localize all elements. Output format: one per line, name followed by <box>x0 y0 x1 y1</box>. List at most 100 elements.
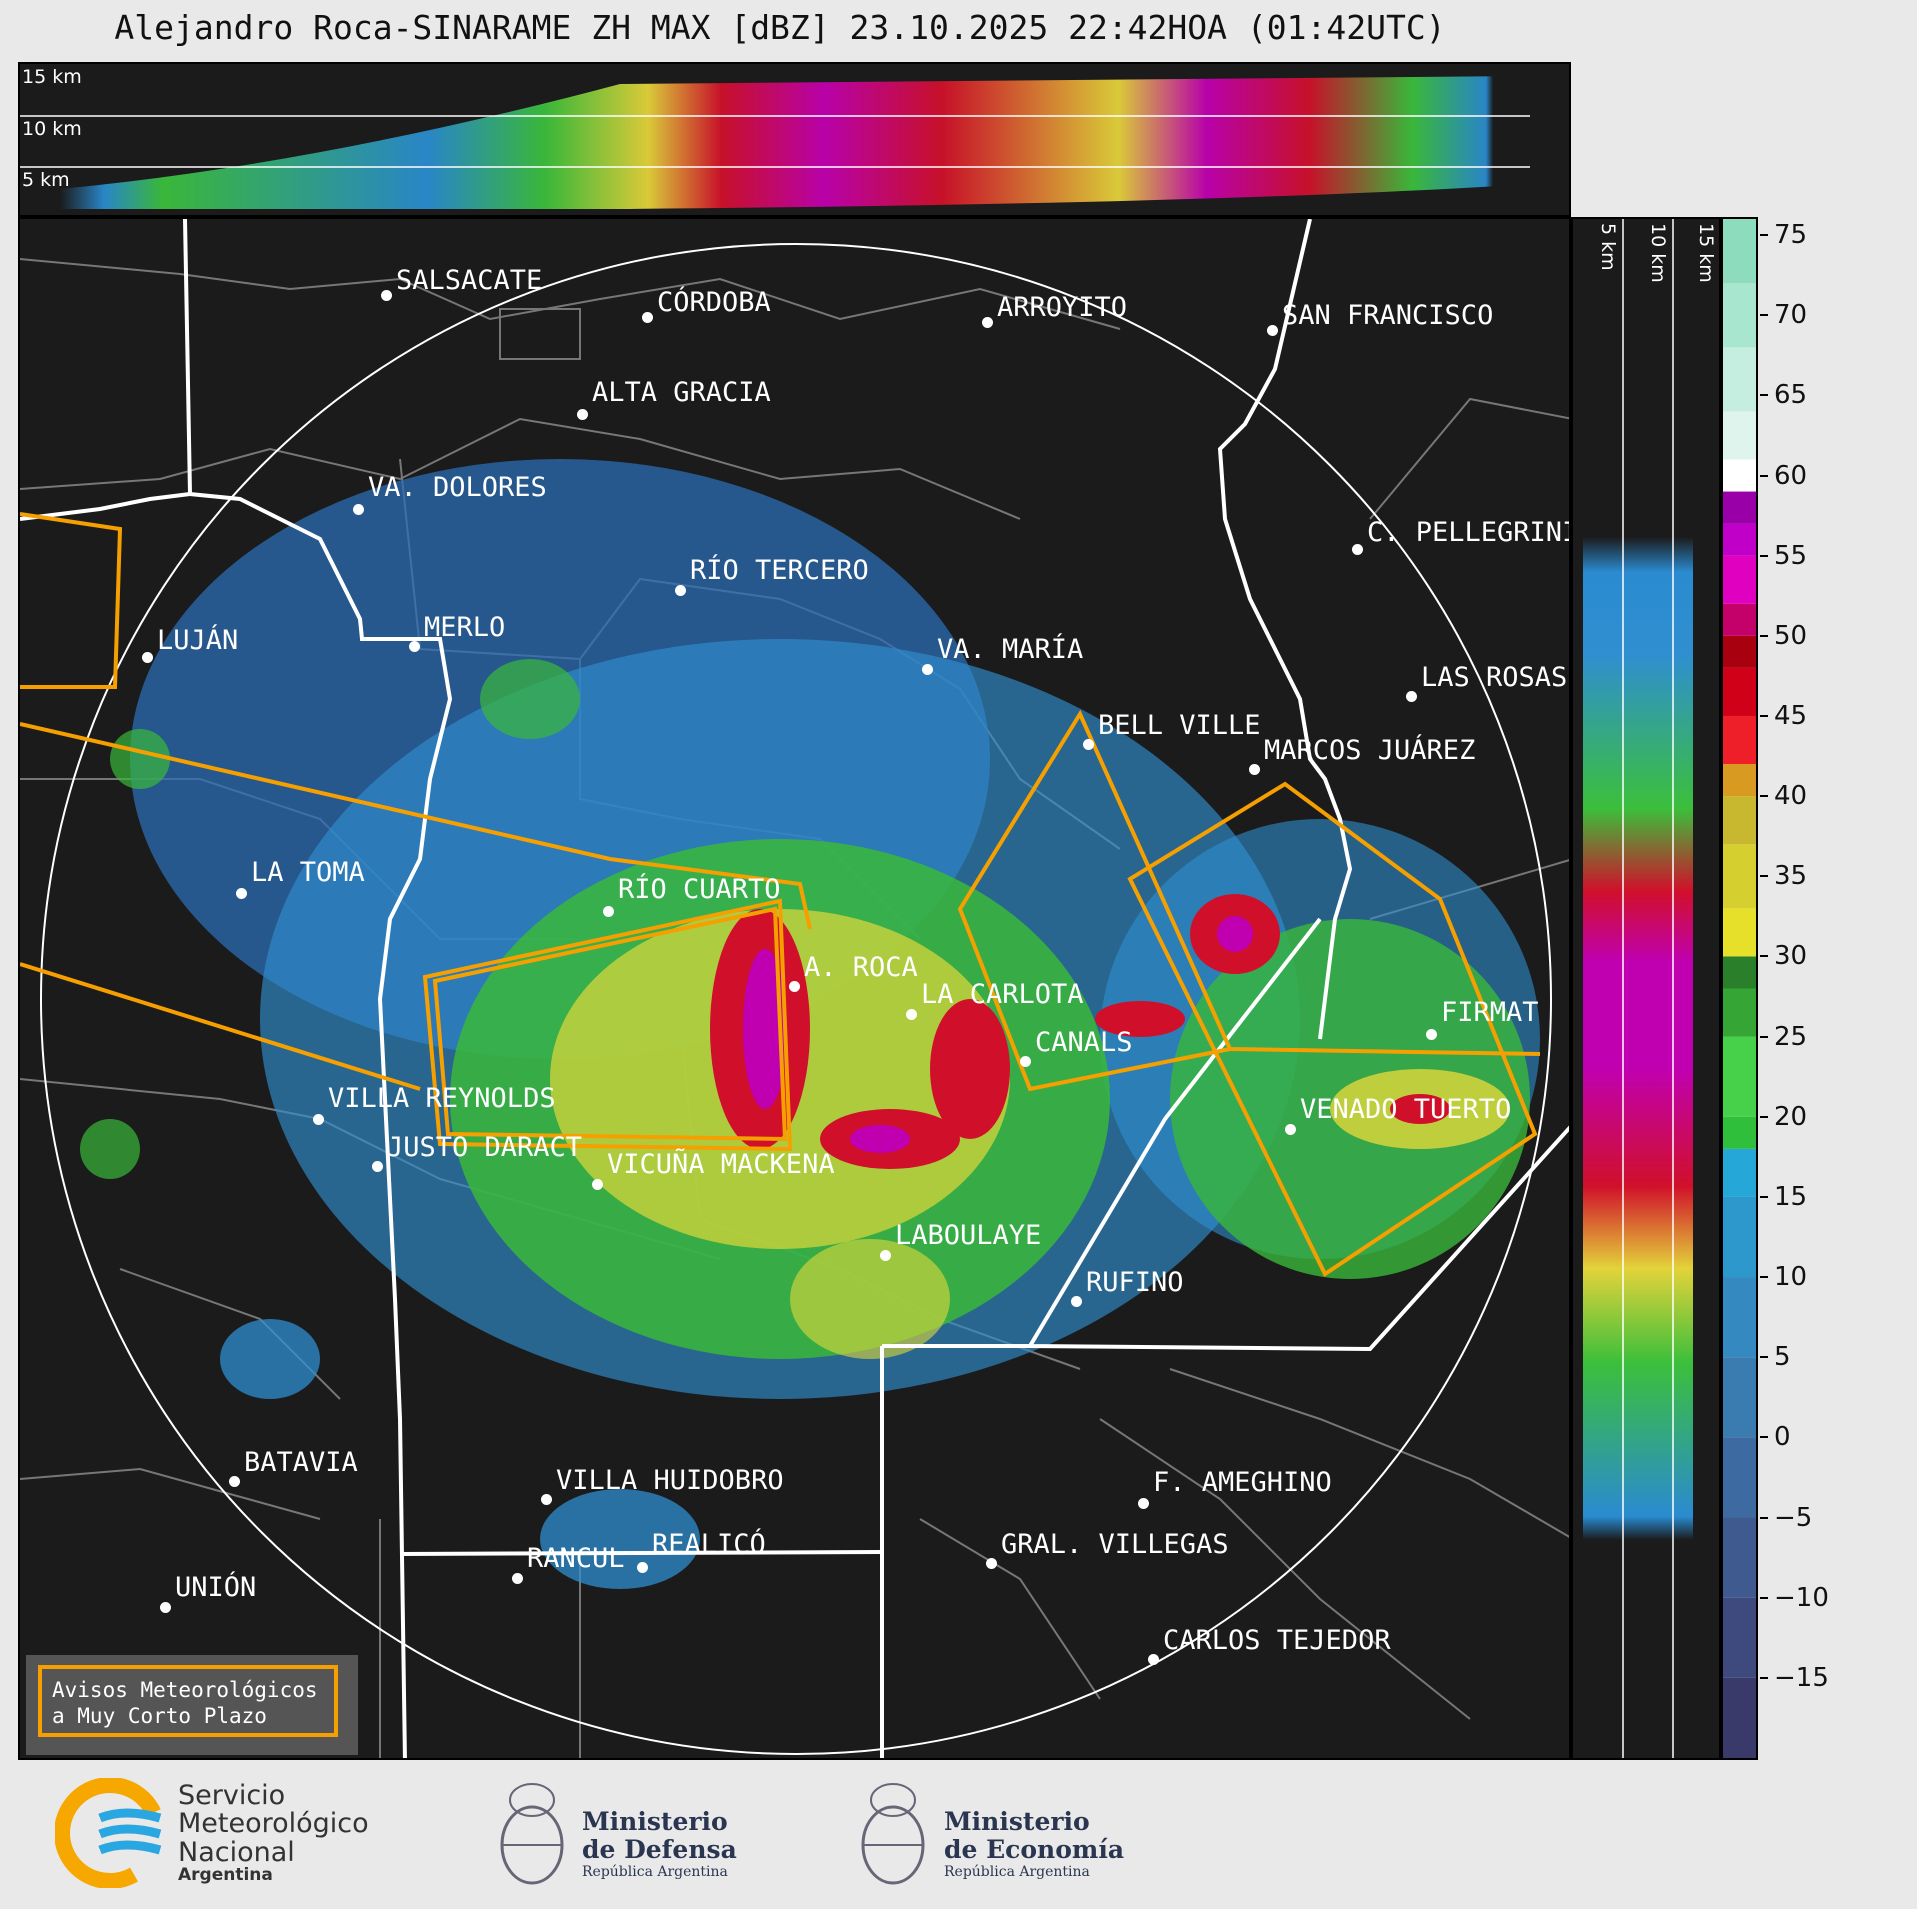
radar-range-ring <box>40 243 1552 1755</box>
colorbar-segment <box>1723 715 1756 765</box>
city-dot <box>592 1179 603 1190</box>
city-label: CÓRDOBA <box>657 287 771 318</box>
height-label-10km: 10 km <box>22 118 82 140</box>
colorbar-segment <box>1723 956 1756 989</box>
city-dot <box>1285 1124 1296 1135</box>
city-dot <box>1249 764 1260 775</box>
city-dot <box>541 1494 552 1505</box>
colorbar-tick-label: 10 <box>1774 1262 1808 1293</box>
colorbar-segment <box>1723 764 1756 797</box>
colorbar-tick-mark <box>1760 1195 1768 1198</box>
city-label: LABOULAYE <box>895 1220 1042 1251</box>
city-dot <box>1071 1296 1082 1307</box>
colorbar-tick-label: 65 <box>1774 380 1808 411</box>
colorbar-tick-mark <box>1760 234 1768 237</box>
colorbar-tick-label: 50 <box>1774 620 1808 651</box>
colorbar-tick-mark <box>1760 1516 1768 1519</box>
colorbar-tick-label: 55 <box>1774 540 1808 571</box>
economia-line-3: República Argentina <box>944 1864 1090 1880</box>
colorbar-tick-label: 5 <box>1774 1342 1791 1373</box>
smn-logo-icon <box>55 1778 166 1888</box>
city-label: LA CARLOTA <box>921 979 1084 1010</box>
city-dot <box>313 1114 324 1125</box>
city-dot <box>789 981 800 992</box>
city-dot <box>642 312 653 323</box>
city-dot <box>409 641 420 652</box>
city-dot <box>512 1573 523 1584</box>
colorbar-tick-mark <box>1760 314 1768 317</box>
colorbar-tick-mark <box>1760 1356 1768 1359</box>
legend-line-1: Avisos Meteorológicos <box>52 1678 318 1702</box>
colorbar-tick-mark <box>1760 714 1768 717</box>
radar-echoes <box>80 459 1540 1589</box>
city-label: CARLOS TEJEDOR <box>1163 1625 1391 1656</box>
defensa-line-3: República Argentina <box>582 1864 728 1880</box>
colorbar-tick-label: 30 <box>1774 941 1808 972</box>
city-dot <box>229 1476 240 1487</box>
colorbar-segment <box>1723 1196 1756 1278</box>
city-label: VA. MARÍA <box>937 634 1084 665</box>
city-dot <box>982 317 993 328</box>
colorbar-segment <box>1723 1036 1756 1117</box>
city-dot <box>236 888 247 899</box>
city-label: FIRMAT <box>1441 997 1539 1028</box>
side-cross-section-panel: 5 km 10 km 15 km <box>1571 217 1721 1760</box>
city-label: ARROYITO <box>997 292 1128 323</box>
defensa-wordmark: Ministerio de Defensa República Argentin… <box>582 1808 737 1881</box>
height-label-15km: 15 km <box>22 66 82 88</box>
city-label: RANCUL <box>527 1543 625 1574</box>
dbz-colorbar <box>1721 217 1758 1760</box>
legend-line-2: a Muy Corto Plazo <box>52 1704 267 1729</box>
smn-line-2: Meteorológico <box>178 1808 369 1840</box>
city-dot <box>986 1558 997 1569</box>
smn-line-3: Nacional <box>178 1836 295 1868</box>
city-dot <box>880 1250 891 1261</box>
colorbar-segment <box>1723 1597 1756 1678</box>
colorbar-segment <box>1723 1677 1756 1758</box>
colorbar-segment <box>1723 219 1756 284</box>
city-label: GRAL. VILLEGAS <box>1001 1529 1229 1560</box>
city-dot <box>577 409 588 420</box>
colorbar-tick-label: 0 <box>1774 1422 1791 1453</box>
city-label: BATAVIA <box>244 1447 358 1478</box>
city-dot <box>675 585 686 596</box>
colorbar-segment <box>1723 283 1756 348</box>
colorbar-segment <box>1723 635 1756 668</box>
city-label: RÍO TERCERO <box>690 555 869 586</box>
colorbar-segment <box>1723 844 1756 909</box>
city-dot <box>353 504 364 515</box>
city-dot <box>1426 1029 1437 1040</box>
radar-title: Alejandro Roca-SINARAME ZH MAX [dBZ] 23.… <box>114 8 1446 47</box>
colorbar-segment <box>1723 1437 1756 1518</box>
city-label: REALICÓ <box>652 1529 766 1560</box>
colorbar-segment <box>1723 459 1756 492</box>
city-label: VILLA REYNOLDS <box>328 1083 556 1114</box>
top-cross-section-panel: 15 km 10 km 5 km <box>18 62 1571 217</box>
defensa-coat-of-arms-icon <box>500 1783 564 1885</box>
colorbar-tick-mark <box>1760 955 1768 958</box>
warning-legend-frame: Avisos Meteorológicos a Muy Corto Plazo <box>38 1665 338 1737</box>
colorbar-tick-label: −5 <box>1774 1502 1813 1533</box>
city-dot <box>1406 691 1417 702</box>
economia-wordmark: Ministerio de Economía República Argenti… <box>944 1808 1124 1881</box>
city-dot <box>922 664 933 675</box>
city-dot <box>1267 325 1278 336</box>
city-label: MARCOS JUÁREZ <box>1264 735 1476 766</box>
footer: Servicio Meteorológico Nacional Argentin… <box>0 1760 1917 1909</box>
city-dot <box>1020 1056 1031 1067</box>
city-label: ALTA GRACIA <box>592 377 771 408</box>
city-label: VENADO TUERTO <box>1300 1094 1512 1125</box>
city-label: F. AMEGHINO <box>1153 1467 1332 1498</box>
colorbar-tick-mark <box>1760 795 1768 798</box>
colorbar-segment <box>1723 603 1756 636</box>
colorbar-segment <box>1723 555 1756 604</box>
colorbar-segment <box>1723 1357 1756 1438</box>
city-label: BELL VILLE <box>1098 710 1261 741</box>
colorbar-tick-label: 15 <box>1774 1181 1808 1212</box>
height-label-5km: 5 km <box>22 169 70 191</box>
colorbar-tick-label: −10 <box>1774 1582 1829 1613</box>
colorbar-segment <box>1723 411 1756 460</box>
colorbar-segment <box>1723 988 1756 1037</box>
colorbar-tick-mark <box>1760 554 1768 557</box>
city-label: VA. DOLORES <box>368 472 547 503</box>
